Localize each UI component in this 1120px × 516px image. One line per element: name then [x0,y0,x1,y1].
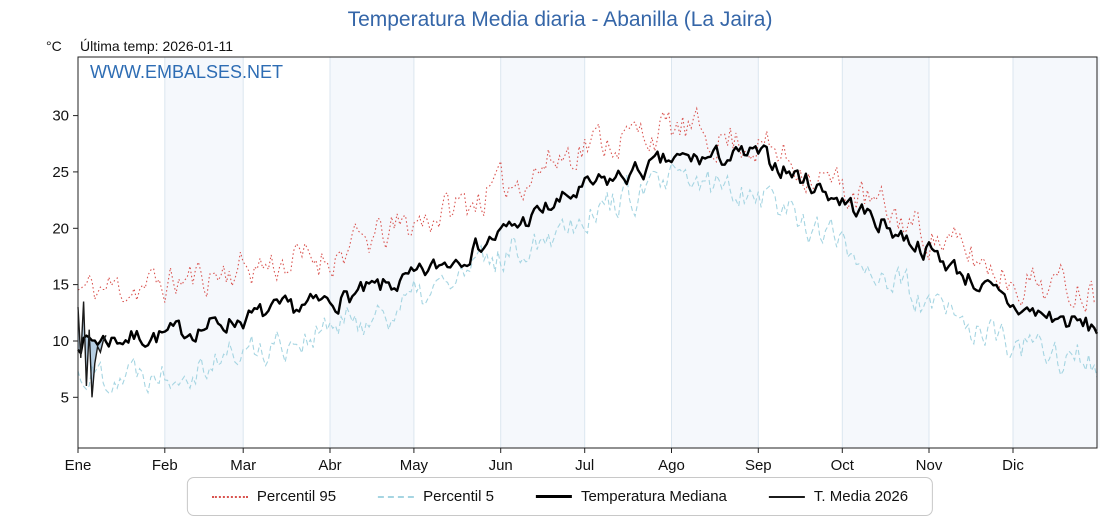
last-temp-label: Última temp: 2026-01-11 [80,38,234,54]
x-tick-label: Oct [831,457,855,474]
legend-label: T. Media 2026 [813,488,909,505]
legend-label: Percentil 95 [256,488,337,505]
month-band [842,57,930,448]
y-tick-label: 25 [52,164,69,181]
y-tick-label: 30 [52,108,69,125]
month-band [500,57,585,448]
plot-border [77,56,1098,449]
percentil-5-line-sample-icon [378,495,415,498]
x-tick-label: Abr [318,457,341,474]
y-tick-label: 10 [52,333,69,350]
x-tick-label: Dic [1002,457,1024,474]
legend-label: Percentil 5 [423,488,494,505]
series-temperatura-mediana-line [77,144,1099,355]
x-tick-label: Mar [230,457,256,474]
y-tick-label: 20 [52,220,69,237]
legend-item-percentil-5: Percentil 5 [378,488,494,505]
month-band [330,57,414,448]
percentil-95-line-sample-icon [211,495,248,498]
temperatura-mediana-line-sample-icon [535,495,572,498]
series-percentil-5-line [77,162,1098,395]
t-media-2026-line-sample-icon [768,495,805,498]
series-percentil-95-line [77,106,1098,314]
watermark: WWW.EMBALSES.NET [90,62,284,82]
y-tick-label: 5 [61,389,69,406]
x-tick-label: Sep [745,457,772,474]
legend-item-percentil-95: Percentil 95 [211,488,337,505]
series-t-media-2026-line [77,301,107,398]
month-band [671,57,759,448]
month-band [164,57,244,448]
x-tick-label: Ago [658,457,685,474]
legend: Percentil 95 Percentil 5 Temperatura Med… [186,477,934,516]
month-band [1013,57,1100,448]
legend-label: Temperatura Mediana [580,488,727,505]
plot-area: 5 10 15 20 25 30 Ene Feb Mar Abr May Jun Jul Ago Sep Oc… [52,56,1100,474]
x-tick-label: Nov [916,457,943,474]
x-tick-label: Jun [489,457,513,474]
legend-item-t-media-2026: T. Media 2026 [768,488,909,505]
y-axis-unit-label: °C [46,38,62,54]
legend-item-temperatura-mediana: Temperatura Mediana [535,488,727,505]
y-tick-label: 15 [52,277,69,294]
x-tick-label: Ene [65,457,92,474]
x-tick-label: Jul [575,457,594,474]
x-tick-label: May [400,457,429,474]
x-tick-label: Feb [152,457,178,474]
chart-title: Temperatura Media diaria - Abanilla (La … [347,8,773,31]
fill-between-2026-median [78,301,106,398]
